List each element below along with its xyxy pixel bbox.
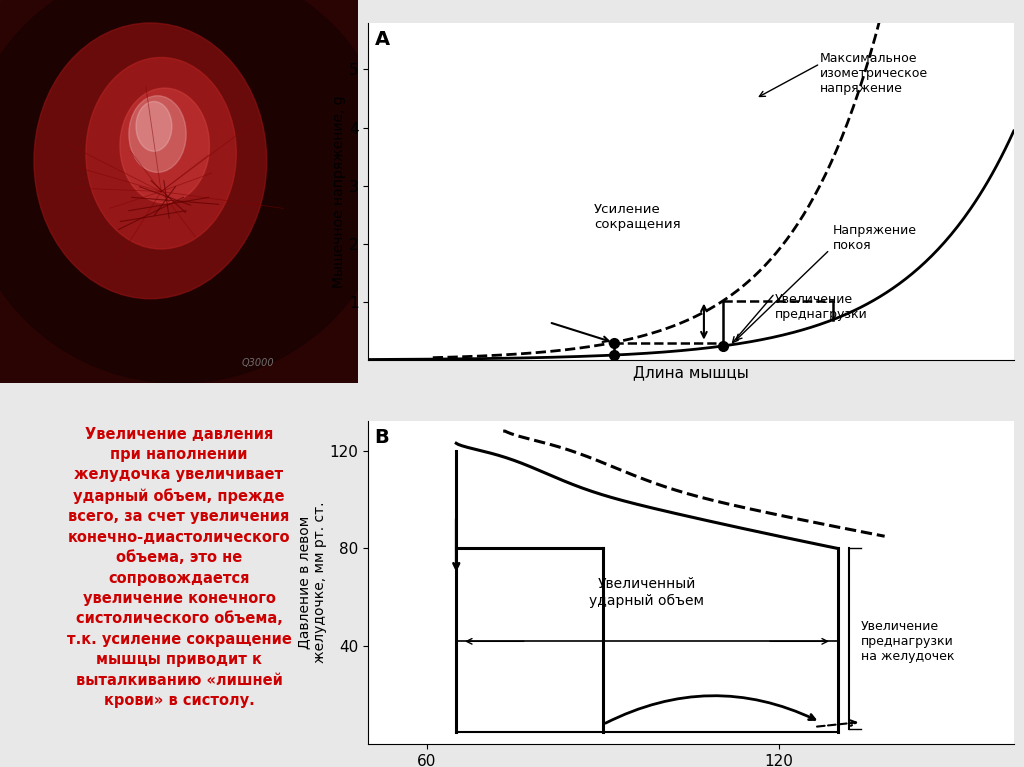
Ellipse shape [0,0,394,383]
Ellipse shape [120,88,210,203]
Text: Q3000: Q3000 [242,357,274,367]
Text: Увеличенный
ударный объем: Увеличенный ударный объем [590,578,705,607]
Ellipse shape [136,101,172,151]
Ellipse shape [129,96,186,173]
Y-axis label: Мышечное напряжение, g: Мышечное напряжение, g [332,95,346,288]
Ellipse shape [34,23,266,298]
Text: Напряжение
покоя: Напряжение покоя [833,224,918,252]
X-axis label: Длина мышцы: Длина мышцы [633,366,749,380]
Text: Максимальное
изометрическое
напряжение: Максимальное изометрическое напряжение [820,52,928,95]
Y-axis label: Давление в левом
желудочке, мм рт. ст.: Давление в левом желудочке, мм рт. ст. [297,502,327,663]
Text: Увеличение
преднагрузки
на желудочек: Увеличение преднагрузки на желудочек [861,620,954,663]
Text: В: В [375,428,389,447]
Text: Увеличение давления
при наполнении
желудочка увеличивает
ударный объем, прежде
в: Увеличение давления при наполнении желуд… [67,426,292,708]
Ellipse shape [86,58,237,249]
Text: Увеличение
преднагрузки: Увеличение преднагрузки [775,293,867,321]
Text: Усиление
сокращения: Усиление сокращения [594,203,681,231]
Text: А: А [375,30,390,49]
